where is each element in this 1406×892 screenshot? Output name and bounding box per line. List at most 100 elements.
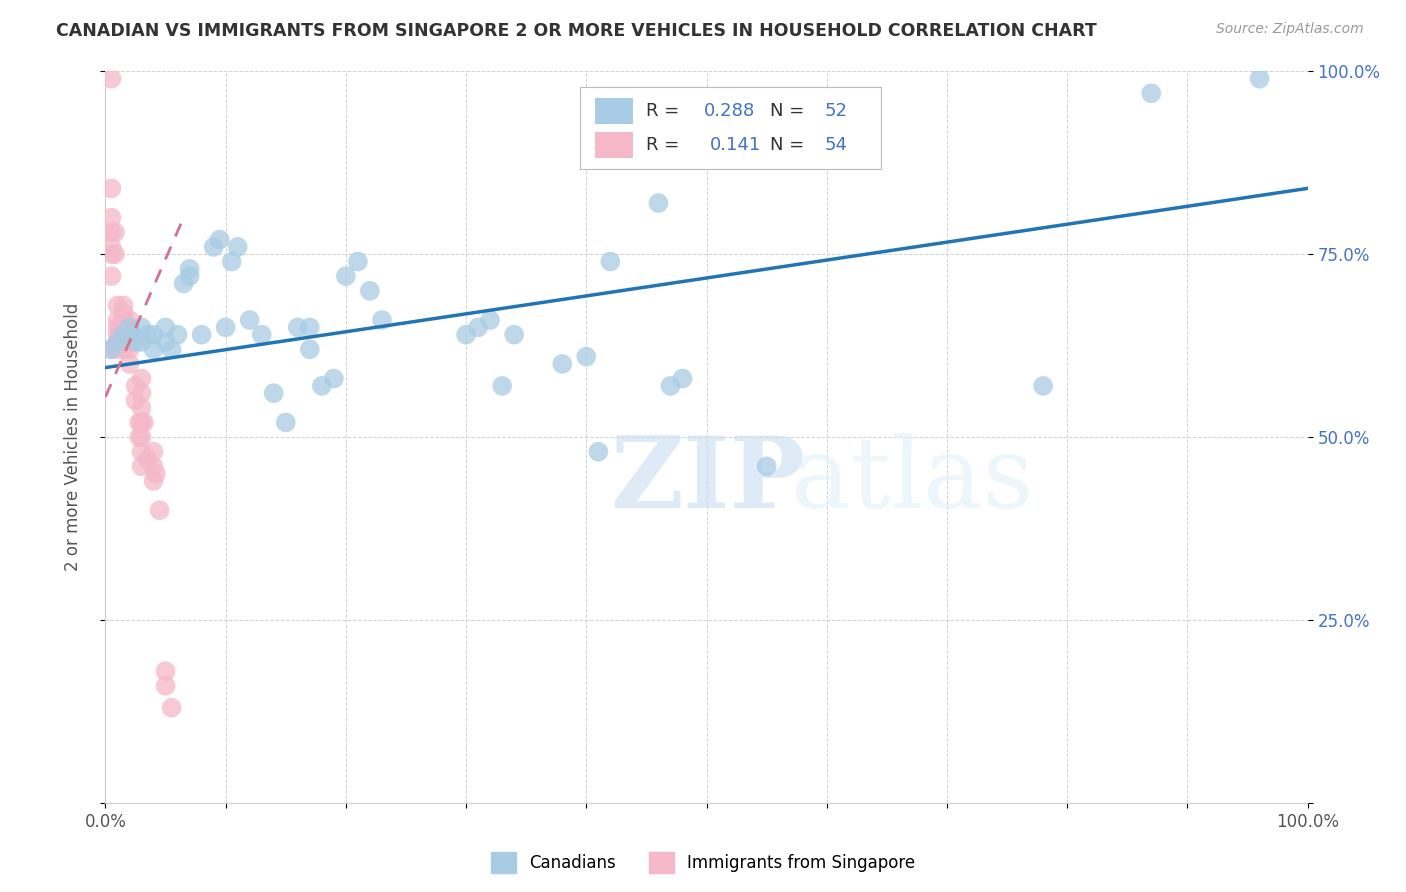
FancyBboxPatch shape xyxy=(581,87,880,169)
Point xyxy=(142,327,165,342)
Point xyxy=(104,247,127,261)
Point xyxy=(250,327,273,342)
Point xyxy=(118,343,141,357)
Point xyxy=(107,343,129,357)
Point xyxy=(755,459,778,474)
Point xyxy=(173,277,195,291)
Point xyxy=(131,320,153,334)
Point xyxy=(107,313,129,327)
Point xyxy=(124,379,146,393)
Text: Source: ZipAtlas.com: Source: ZipAtlas.com xyxy=(1216,22,1364,37)
Text: atlas: atlas xyxy=(790,434,1033,529)
Point xyxy=(1249,71,1271,86)
Point xyxy=(166,327,188,342)
Point xyxy=(128,430,150,444)
Text: N =: N = xyxy=(770,136,810,153)
Point xyxy=(142,343,165,357)
Point xyxy=(112,327,135,342)
Point xyxy=(131,444,153,458)
Point xyxy=(118,313,141,327)
Point xyxy=(100,343,122,357)
Point xyxy=(131,386,153,401)
Point xyxy=(179,261,201,276)
Point xyxy=(100,181,122,195)
Point xyxy=(659,379,682,393)
Point xyxy=(142,474,165,488)
Point xyxy=(108,334,131,349)
Point xyxy=(160,343,183,357)
Point xyxy=(100,343,122,357)
Point xyxy=(1140,87,1163,101)
Point xyxy=(190,327,212,342)
Point xyxy=(108,320,131,334)
Point xyxy=(145,467,167,481)
Point xyxy=(100,211,122,225)
Text: CANADIAN VS IMMIGRANTS FROM SINGAPORE 2 OR MORE VEHICLES IN HOUSEHOLD CORRELATIO: CANADIAN VS IMMIGRANTS FROM SINGAPORE 2 … xyxy=(56,22,1097,40)
Point xyxy=(112,327,135,342)
Point xyxy=(112,334,135,349)
Point xyxy=(371,313,394,327)
Point xyxy=(221,254,243,268)
Text: 54: 54 xyxy=(824,136,848,153)
Y-axis label: 2 or more Vehicles in Household: 2 or more Vehicles in Household xyxy=(63,303,82,571)
Point xyxy=(100,240,122,254)
Point xyxy=(155,320,177,334)
Point xyxy=(287,320,309,334)
Point xyxy=(118,334,141,349)
Point xyxy=(551,357,574,371)
Point xyxy=(112,343,135,357)
Text: 52: 52 xyxy=(824,102,848,120)
Point xyxy=(131,416,153,430)
Point xyxy=(671,371,693,385)
Point xyxy=(131,401,153,415)
Text: R =: R = xyxy=(647,102,685,120)
Point xyxy=(160,700,183,714)
Point xyxy=(124,334,146,349)
Point xyxy=(131,430,153,444)
Point xyxy=(179,269,201,284)
Point xyxy=(599,254,621,268)
Point xyxy=(118,357,141,371)
Point xyxy=(208,233,231,247)
Point xyxy=(202,240,225,254)
Point xyxy=(107,334,129,349)
Point xyxy=(108,327,131,342)
Point xyxy=(100,225,122,239)
Text: N =: N = xyxy=(770,102,810,120)
Point xyxy=(491,379,513,393)
Point xyxy=(647,196,669,211)
Point xyxy=(136,327,159,342)
Point xyxy=(118,320,141,334)
Point xyxy=(588,444,610,458)
Point xyxy=(311,379,333,393)
Point xyxy=(112,306,135,320)
Point xyxy=(118,327,141,342)
Point xyxy=(128,416,150,430)
Point xyxy=(214,320,236,334)
Point xyxy=(226,240,249,254)
Point xyxy=(467,320,489,334)
Point xyxy=(347,254,370,268)
Legend: Canadians, Immigrants from Singapore: Canadians, Immigrants from Singapore xyxy=(484,846,922,880)
Point xyxy=(142,459,165,474)
Point xyxy=(298,343,321,357)
Point xyxy=(454,327,477,342)
Point xyxy=(274,416,297,430)
Point xyxy=(100,71,122,86)
Bar xyxy=(595,132,633,158)
Point xyxy=(118,320,141,334)
Point xyxy=(132,416,155,430)
Point xyxy=(148,503,170,517)
Point xyxy=(136,452,159,467)
Point xyxy=(121,334,143,349)
Text: ZIP: ZIP xyxy=(610,433,806,530)
Point xyxy=(263,386,285,401)
Point xyxy=(155,334,177,349)
Point xyxy=(335,269,357,284)
Point xyxy=(107,327,129,342)
Point xyxy=(107,334,129,349)
Point xyxy=(503,327,526,342)
Point xyxy=(107,298,129,312)
Point xyxy=(155,679,177,693)
Bar xyxy=(595,98,633,124)
